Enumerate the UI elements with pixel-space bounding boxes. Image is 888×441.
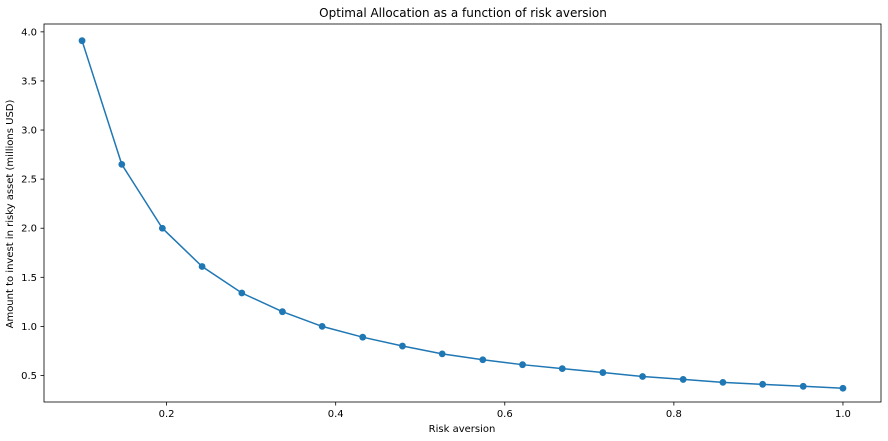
- y-tick-label: 1.5: [21, 273, 37, 284]
- data-point: [198, 263, 206, 270]
- data-point: [558, 365, 566, 373]
- y-tick-label: 0.5: [21, 371, 37, 382]
- data-point: [839, 384, 847, 392]
- data-point: [759, 380, 767, 388]
- data-point: [719, 378, 727, 386]
- data-point: [599, 369, 607, 376]
- y-tick-label: 4.0: [21, 27, 37, 38]
- data-point: [118, 161, 126, 168]
- chart-title: Optimal Allocation as a function of risk…: [319, 6, 607, 20]
- data-point: [479, 356, 487, 364]
- x-tick-label: 0.6: [497, 409, 513, 420]
- data-point: [158, 224, 166, 232]
- x-tick-label: 0.2: [159, 409, 175, 420]
- data-point: [78, 37, 86, 45]
- data-point: [639, 373, 646, 380]
- x-axis-title: Risk aversion: [429, 424, 496, 435]
- y-axis-title: Amount to invest in risky asset (million…: [5, 100, 16, 329]
- data-point: [519, 361, 526, 369]
- plot-frame: [43, 23, 882, 403]
- data-point: [679, 376, 687, 383]
- y-tick-label: 2.5: [21, 175, 37, 186]
- data-point: [279, 308, 286, 316]
- data-point: [318, 323, 326, 330]
- x-tick-label: 1.0: [835, 409, 851, 420]
- series-layer: [78, 37, 847, 392]
- y-tick-label: 1.0: [21, 322, 37, 333]
- data-point: [438, 350, 446, 358]
- data-point: [399, 342, 406, 350]
- y-tick-label: 3.5: [21, 76, 37, 87]
- y-tick-label: 3.0: [21, 126, 37, 137]
- data-point: [359, 333, 367, 341]
- x-tick-label: 0.4: [328, 409, 344, 420]
- y-tick-label: 2.0: [21, 224, 37, 235]
- ticks-layer: 0.2 0.4 0.6 0.8 1.0 0.5 1.0 1.5 2.0 2.5 3.0 3.5 4.0: [21, 27, 851, 420]
- x-tick-label: 0.8: [666, 409, 682, 420]
- data-point: [799, 382, 807, 390]
- data-point: [238, 289, 246, 297]
- series-line: [81, 40, 843, 389]
